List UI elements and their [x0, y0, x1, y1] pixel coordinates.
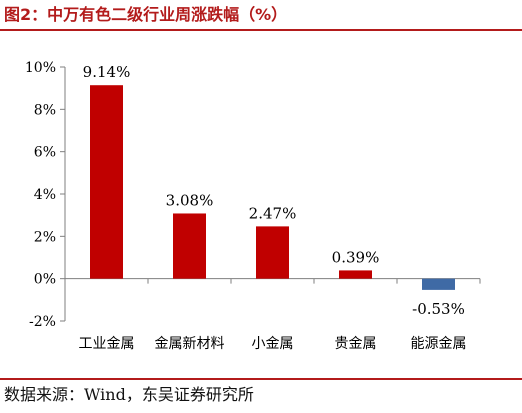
data-label: 0.39%	[332, 248, 380, 266]
y-tick-label: 4%	[34, 187, 56, 203]
x-tick-label: 能源金属	[411, 336, 467, 352]
figure-title: 图2：中万有色二级行业周涨跌幅（%）	[4, 5, 288, 24]
bar	[90, 85, 123, 279]
y-tick-label: 10%	[25, 60, 56, 76]
y-tick-label: -2%	[29, 314, 56, 330]
source-note: 数据来源：Wind，东吴证券研究所	[4, 385, 254, 404]
data-label: 2.47%	[249, 204, 297, 222]
y-tick-label: 2%	[34, 229, 56, 245]
title-divider	[0, 29, 522, 31]
x-tick-label: 金属新材料	[155, 336, 225, 352]
bar	[339, 270, 372, 279]
y-tick-label: 6%	[34, 145, 56, 161]
data-label: -0.53%	[412, 300, 465, 318]
y-tick-label: 8%	[34, 102, 56, 118]
source-divider	[0, 378, 522, 380]
bar	[422, 278, 455, 290]
x-tick-label: 贵金属	[335, 336, 377, 352]
data-label: 3.08%	[166, 191, 214, 209]
x-tick-label: 小金属	[252, 336, 294, 352]
data-label: 9.14%	[83, 63, 131, 81]
y-tick-label: 0%	[34, 272, 56, 288]
bar-chart: -2% 0% 2% 4% 6% 8% 10% 9.14% 工业金属 3.08% 金属新材料 2.47%…	[25, 60, 481, 352]
bar	[173, 213, 206, 279]
x-tick-label: 工业金属	[79, 336, 135, 352]
bar	[256, 226, 289, 279]
